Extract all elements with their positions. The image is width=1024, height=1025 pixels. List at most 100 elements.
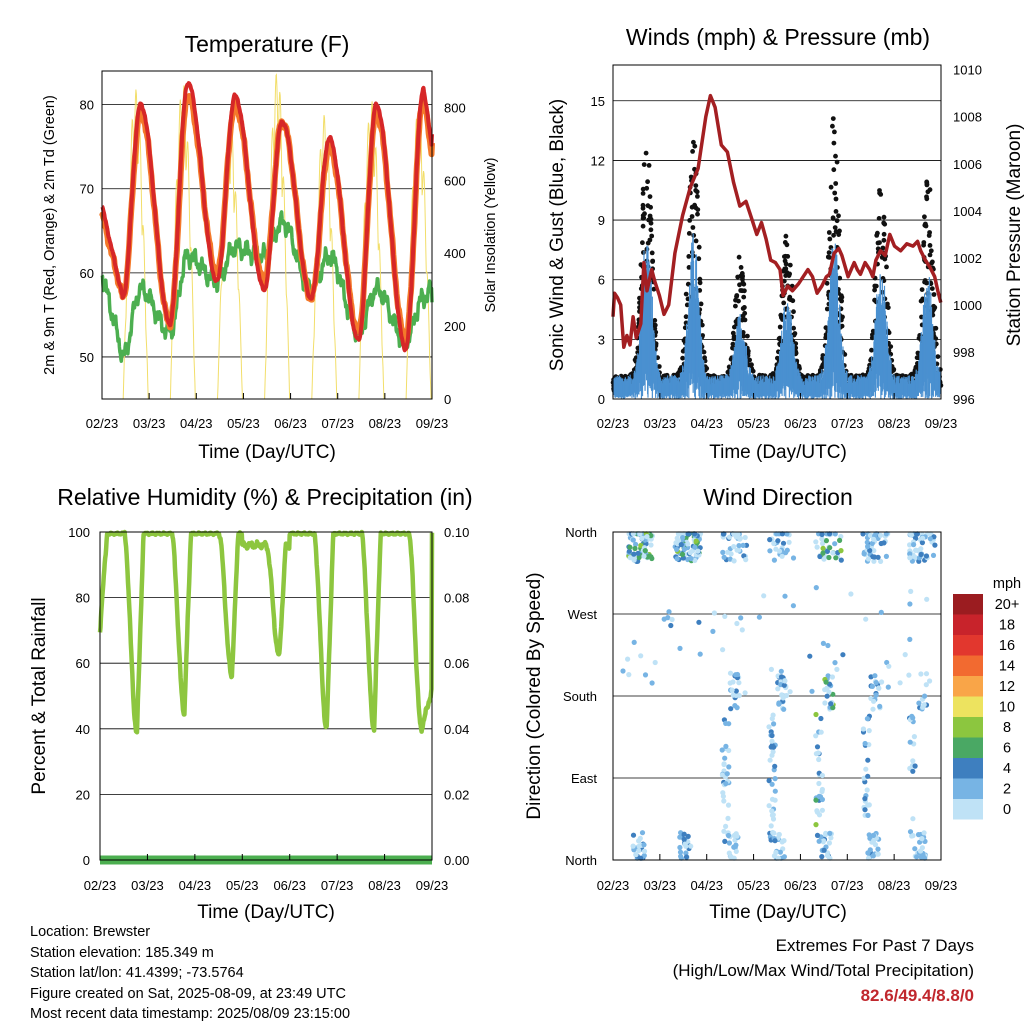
legend-swatch	[953, 717, 983, 738]
direction-point	[776, 548, 783, 554]
humidity-frame	[99, 531, 433, 861]
direction-point	[648, 533, 654, 539]
direction-point	[778, 674, 785, 680]
y-tick-label: 15	[591, 94, 605, 109]
direction-point	[637, 835, 643, 842]
direction-point	[873, 680, 879, 686]
direction-point	[838, 548, 844, 554]
direction-point	[825, 642, 831, 649]
direction-point	[827, 830, 833, 837]
y2-tick-label: 600	[444, 173, 466, 188]
gust-point	[687, 218, 693, 223]
x-tick-label: 04/23	[690, 416, 723, 431]
station-location: Location: Brewster	[30, 924, 151, 940]
gust-point	[832, 225, 838, 231]
gust-point	[646, 163, 652, 168]
direction-point	[871, 838, 877, 844]
y2-tick-label: 1002	[953, 251, 982, 266]
direction-point	[907, 555, 913, 561]
gust-point	[661, 373, 666, 379]
direction-point	[863, 616, 869, 622]
direction-point	[711, 610, 718, 616]
direction-point	[832, 660, 838, 666]
direction-point	[740, 542, 746, 549]
temperature-frame	[101, 70, 433, 400]
y2-tick-label: 1004	[953, 204, 982, 219]
direction-point	[642, 672, 649, 678]
gust-point	[800, 374, 806, 380]
y-tick-label: 3	[598, 332, 605, 347]
direction-point	[775, 686, 781, 692]
direction-point	[819, 531, 825, 538]
direction-point	[876, 685, 882, 692]
y-tick-label: 80	[76, 591, 90, 606]
direction-point	[826, 840, 833, 846]
gust-point	[880, 245, 886, 251]
direction-point	[768, 666, 775, 673]
direction-point	[767, 537, 773, 543]
winds-xlabel: Time (Day/UTC)	[709, 442, 847, 463]
x-tick-label: 04/23	[690, 878, 723, 893]
direction-point	[823, 679, 829, 685]
x-tick-label: 09/23	[925, 878, 958, 893]
direction-point	[906, 672, 912, 678]
direction-point	[636, 848, 642, 854]
gust-point	[923, 223, 929, 229]
direction-point	[627, 544, 633, 550]
y-tick-label: 20	[76, 787, 90, 802]
direction-point	[865, 773, 871, 779]
legend-label: 6	[1003, 741, 1011, 757]
gust-point	[837, 275, 843, 281]
legend-swatch	[953, 758, 983, 779]
gust-point	[872, 287, 877, 293]
direction-point	[722, 613, 728, 620]
direction-point	[768, 823, 774, 829]
gust-point	[827, 255, 832, 260]
y-tick-label: 0	[83, 853, 90, 868]
direction-point	[809, 688, 815, 694]
gust-point	[826, 250, 832, 256]
winds-tick-labels: 0 3 6 9 12 15 996 998 1000 1002 1004 1006 1008 1010 02…	[591, 63, 982, 431]
direction-point	[922, 693, 928, 699]
temperature-chart: Temperature (F) 50607080020040060080002/…	[42, 31, 499, 463]
gust-point	[878, 192, 884, 197]
direction-point	[710, 628, 716, 635]
gust-point	[824, 306, 830, 312]
gust-point	[740, 330, 746, 335]
direction-point	[813, 797, 819, 803]
gust-point	[640, 202, 646, 208]
direction-point	[866, 802, 872, 808]
gust-point	[927, 243, 933, 248]
y2-tick-label: 0.10	[444, 525, 469, 540]
gust-point	[877, 240, 882, 246]
direction-point	[864, 539, 870, 545]
gust-point	[683, 314, 689, 320]
direction-point	[687, 550, 693, 556]
direction-point	[908, 532, 915, 538]
direction-point	[649, 680, 655, 686]
gust-point	[783, 253, 788, 259]
direction-point	[923, 553, 930, 559]
direction-point	[730, 692, 736, 698]
gust-point	[922, 214, 927, 220]
gust-point	[777, 324, 783, 330]
direction-point	[830, 691, 836, 697]
direction-point	[828, 835, 834, 841]
gust-point	[830, 215, 836, 221]
gust-point	[695, 207, 701, 213]
direction-point	[826, 554, 832, 561]
y2-tick-label: 1008	[953, 110, 982, 125]
x-tick-label: 02/23	[84, 878, 117, 893]
direction-point	[829, 674, 836, 680]
humidity-tick-labels: 0 20 40 60 80 100 0.00 0.02 0.04 0.06 0.08 0.10 02/2…	[68, 525, 469, 893]
gust-point	[929, 260, 934, 266]
direction-point	[652, 659, 658, 666]
direction-point	[815, 750, 821, 756]
y2-tick-label: 400	[444, 246, 466, 261]
y-tick-label: 60	[76, 656, 90, 671]
gust-point	[924, 180, 930, 186]
direction-point	[818, 715, 824, 722]
rh-line	[97, 529, 435, 735]
y2-tick-label: 1000	[953, 298, 982, 313]
gust-point	[791, 309, 796, 315]
